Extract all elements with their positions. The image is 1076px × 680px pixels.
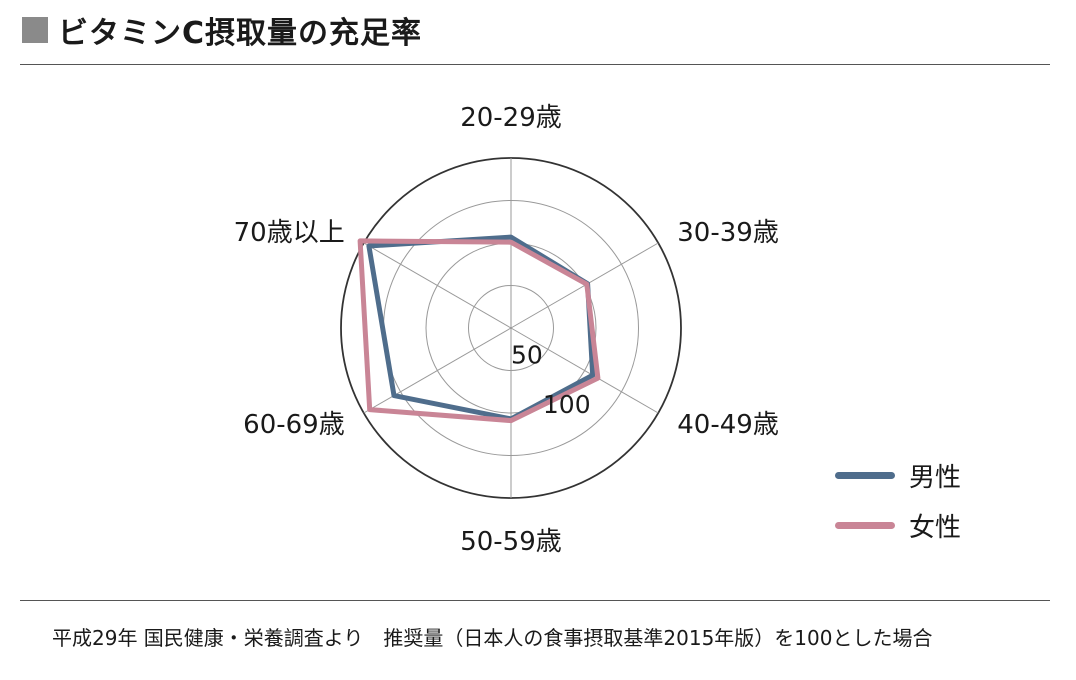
ring-value-label: 100 [543, 390, 591, 419]
grid-spoke [363, 242, 512, 329]
legend-label-male: 男性 [909, 462, 962, 493]
title-square-icon [22, 17, 48, 43]
legend-item-female: 女性 [835, 500, 961, 550]
legend: 男性 女性 [835, 450, 961, 550]
axis-category-label: 60-69歳 [243, 410, 345, 440]
axis-category-label: 30-39歳 [677, 218, 779, 248]
grid-spoke [510, 327, 659, 414]
axis-category-label: 50-59歳 [460, 527, 562, 557]
ring-value-label: 50 [511, 341, 543, 370]
legend-item-male: 男性 [835, 450, 961, 500]
grid-spoke [363, 327, 512, 414]
series-female-line [357, 238, 601, 424]
chart-title: ビタミンC摂取量の充足率 [58, 16, 423, 51]
top-divider [20, 64, 1050, 65]
axis-category-label: 70歳以上 [234, 218, 345, 248]
chart-title-block: ビタミンC摂取量の充足率 [22, 8, 422, 52]
footnote: 平成29年 国民健康・栄養調査より 推奨量（日本人の食事摂取基準2015年版）を… [52, 626, 933, 650]
legend-swatch-female [835, 521, 895, 529]
axis-category-label: 40-49歳 [677, 410, 779, 440]
axis-category-label: 20-29歳 [460, 103, 562, 133]
bottom-divider [20, 600, 1050, 601]
legend-swatch-male [835, 471, 895, 479]
legend-label-female: 女性 [909, 512, 962, 543]
